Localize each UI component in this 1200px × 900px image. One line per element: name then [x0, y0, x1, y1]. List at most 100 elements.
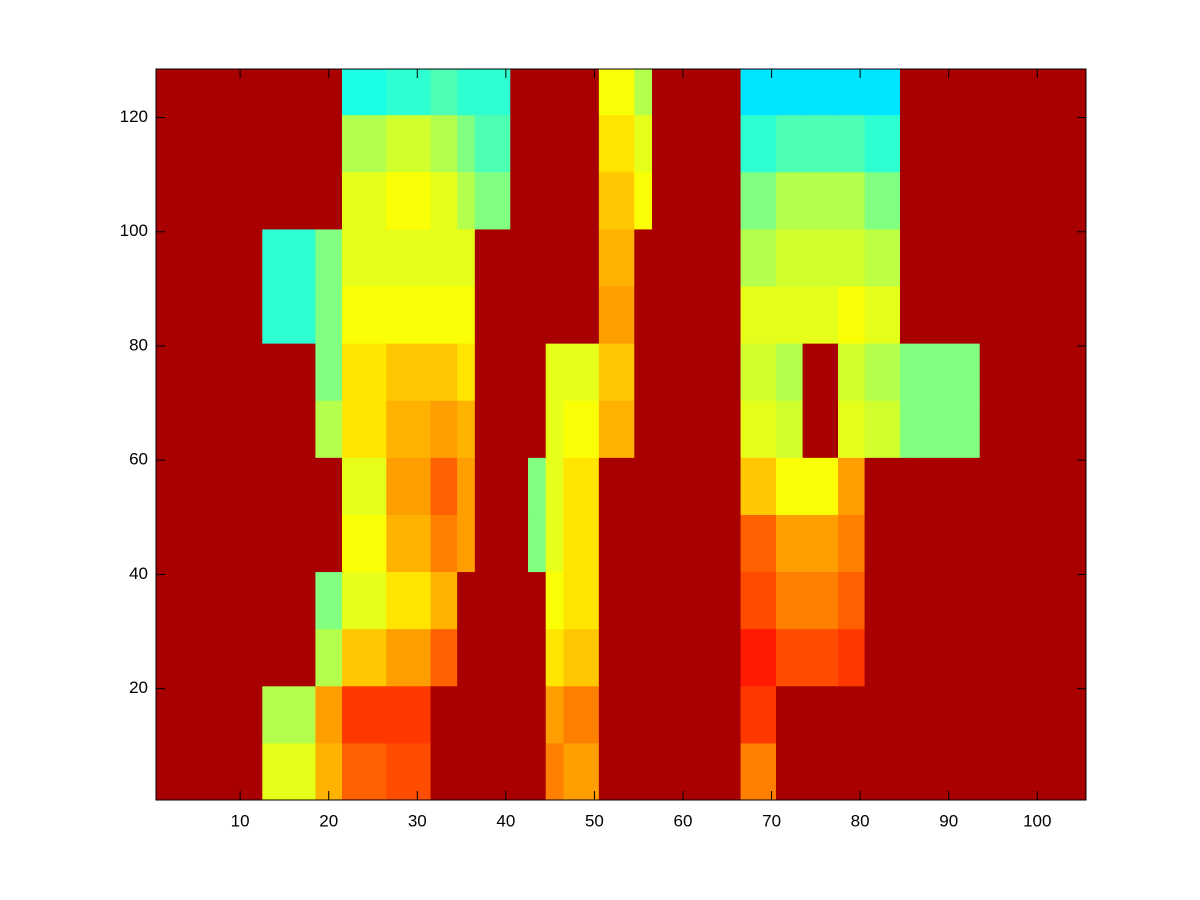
heatmap-cell — [864, 685, 901, 744]
heatmap-cell — [776, 457, 804, 515]
heatmap-cell — [457, 685, 476, 744]
heatmap-cell — [563, 571, 600, 630]
heatmap-cell — [430, 742, 458, 801]
heatmap-cell — [156, 228, 263, 287]
heatmap-cell — [900, 514, 919, 573]
heatmap-cell — [474, 228, 511, 287]
heatmap-cell — [262, 114, 316, 173]
heatmap-cell — [776, 400, 804, 458]
heatmap-cell — [315, 343, 343, 401]
heatmap-cell — [342, 685, 387, 744]
heatmap-cell — [652, 571, 742, 630]
heatmap-cell — [563, 514, 600, 573]
y-tick-label: 20 — [129, 678, 148, 697]
heatmap-cell — [598, 628, 635, 687]
heatmap-cell — [342, 742, 387, 801]
heatmap-cell — [802, 114, 839, 173]
heatmap-cell — [838, 457, 866, 515]
heatmap-cell — [563, 742, 600, 801]
heatmap-cell — [900, 571, 919, 630]
heatmap-cell — [776, 69, 804, 116]
heatmap-cell — [510, 628, 529, 687]
heatmap-cell — [315, 457, 343, 515]
heatmap-cell — [510, 171, 529, 230]
heatmap-cell — [528, 343, 547, 401]
heatmap-cell — [634, 114, 653, 173]
heatmap-cell — [545, 742, 564, 801]
heatmap-cell — [802, 742, 839, 801]
y-tick-label: 60 — [129, 450, 148, 469]
heatmap-cell — [528, 571, 547, 630]
heatmap-cell — [864, 171, 901, 230]
heatmap-cell — [652, 457, 742, 515]
heatmap-cell — [457, 171, 476, 230]
heatmap-cell — [900, 457, 919, 515]
heatmap-cell — [156, 457, 263, 515]
heatmap-cell — [979, 114, 1087, 173]
heatmap-cell — [864, 114, 901, 173]
heatmap-cell — [474, 343, 511, 401]
heatmap-cell — [598, 457, 635, 515]
heatmap-cell — [315, 742, 343, 801]
heatmap-cell — [563, 69, 600, 116]
heatmap-cell — [838, 400, 866, 458]
heatmap-cell — [510, 514, 529, 573]
heatmap-cell — [386, 228, 432, 287]
heatmap-cell — [563, 628, 600, 687]
heatmap-cell — [262, 571, 316, 630]
heatmap-cell — [776, 685, 804, 744]
heatmap-cell — [563, 343, 600, 401]
heatmap-cell — [386, 685, 432, 744]
heatmap-cell — [457, 400, 476, 458]
heatmap-cell — [864, 343, 901, 401]
heatmap-cell — [740, 628, 777, 687]
heatmap-cell — [740, 69, 777, 116]
heatmap-cell — [262, 742, 316, 801]
heatmap-cell — [652, 343, 742, 401]
heatmap-cell — [262, 228, 316, 287]
heatmap-cell — [776, 742, 804, 801]
heatmap-cell — [156, 514, 263, 573]
x-tick-label: 30 — [408, 811, 427, 830]
heatmap-cell — [900, 742, 919, 801]
heatmap-cell — [528, 742, 547, 801]
y-tick-label: 100 — [120, 221, 148, 240]
heatmap-cell — [315, 228, 343, 287]
heatmap-cell — [776, 114, 804, 173]
x-tick-label: 20 — [319, 811, 338, 830]
x-tick-label: 50 — [585, 811, 604, 830]
heatmap-cell — [510, 228, 529, 287]
heatmap-cell — [474, 400, 511, 458]
heatmap-cell — [979, 571, 1087, 630]
heatmap-cell — [315, 685, 343, 744]
heatmap-cell — [563, 171, 600, 230]
heatmap-cell — [430, 400, 458, 458]
heatmap-cell — [864, 514, 901, 573]
heatmap-cell — [563, 228, 600, 287]
heatmap-cell — [838, 571, 866, 630]
heatmap-cell — [634, 69, 653, 116]
heatmap-cell — [262, 514, 316, 573]
heatmap-cell — [802, 400, 839, 458]
heatmap-cell — [634, 457, 653, 515]
heatmap-cell — [598, 228, 635, 287]
heatmap-cell — [838, 114, 866, 173]
heatmap-cell — [474, 742, 511, 801]
heatmap-cell — [457, 628, 476, 687]
heatmap-cell — [563, 114, 600, 173]
heatmap-cell — [386, 171, 432, 230]
heatmap-cell — [740, 685, 777, 744]
heatmap-cell — [262, 171, 316, 230]
heatmap-cell — [652, 400, 742, 458]
heatmap-cell — [386, 571, 432, 630]
heatmap-cell — [598, 69, 635, 116]
axes-box — [155, 68, 1087, 801]
heatmap-cell — [528, 69, 547, 116]
x-tick-label: 10 — [231, 811, 250, 830]
heatmap-cell — [598, 114, 635, 173]
heatmap-cell — [156, 343, 263, 401]
heatmap-cell — [342, 228, 387, 287]
heatmap-cell — [510, 69, 529, 116]
heatmap-cell — [315, 286, 343, 344]
